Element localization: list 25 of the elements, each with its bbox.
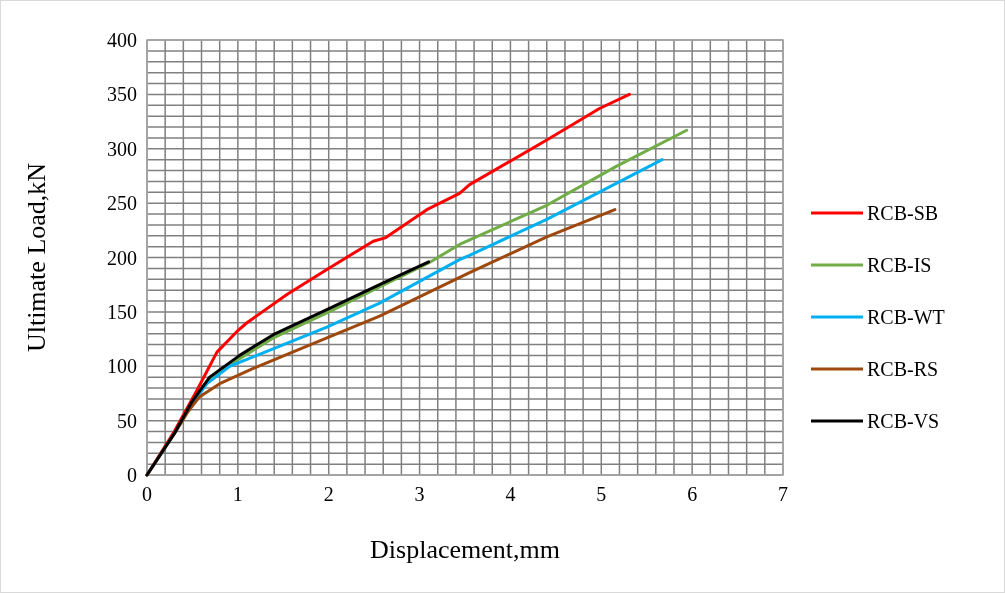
legend-label: RCB-SB	[867, 202, 939, 224]
y-tick-label: 150	[107, 300, 137, 323]
x-tick-label: 5	[596, 483, 607, 505]
legend-label: RCB-IS	[867, 254, 932, 276]
y-axis-title: Ultimate Load,kN	[22, 162, 51, 353]
x-tick-label: 2	[323, 483, 334, 505]
x-tick-label: 1	[232, 483, 243, 505]
x-tick-label: 0	[142, 483, 152, 505]
legend-label: RCB-VS	[867, 410, 940, 432]
x-tick-label: 7	[778, 483, 788, 505]
legend-label: RCB-WT	[867, 306, 945, 328]
x-tick-label: 4	[505, 483, 516, 505]
legend-label: RCB-RS	[867, 358, 939, 380]
x-tick-label: 3	[414, 483, 425, 505]
x-tick-label: 6	[687, 483, 698, 505]
line-series	[145, 260, 431, 477]
y-tick-label: 200	[107, 246, 137, 269]
y-tick-label: 300	[107, 137, 137, 160]
y-tick-label: 0	[127, 464, 137, 486]
y-tick-label: 100	[107, 355, 137, 378]
x-axis-title: Displacement,mm	[370, 535, 560, 564]
y-tick-label: 400	[107, 29, 137, 51]
y-tick-label: 350	[107, 83, 137, 106]
y-tick-label: 50	[117, 409, 137, 432]
y-tick-label: 250	[107, 192, 137, 215]
